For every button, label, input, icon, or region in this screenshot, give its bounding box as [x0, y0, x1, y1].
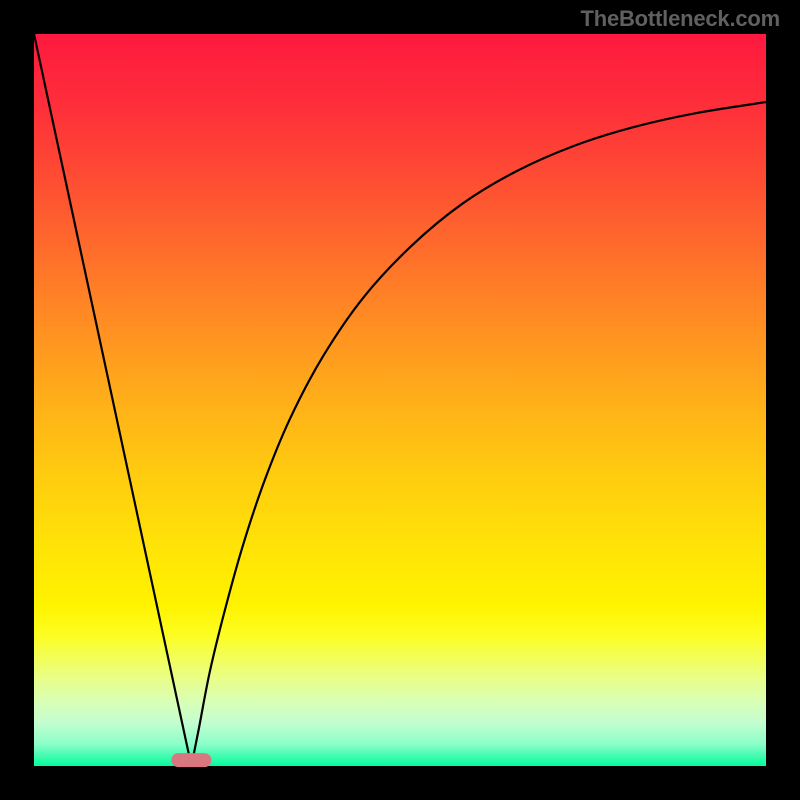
bottleneck-chart — [0, 0, 800, 800]
watermark-text: TheBottleneck.com — [580, 6, 780, 32]
valley-marker — [171, 753, 211, 767]
plot-background — [34, 34, 766, 766]
